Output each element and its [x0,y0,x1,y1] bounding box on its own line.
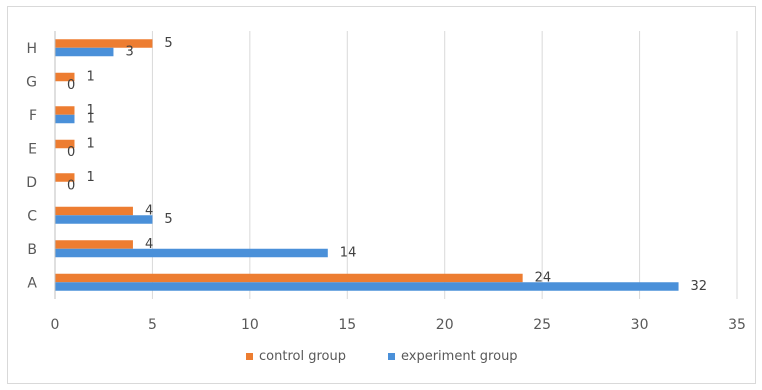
y-tick-label-D: D [26,175,37,191]
data-label-F-control-group: 1 [86,103,94,118]
bar-D-control-group [55,173,75,182]
legend-swatch-experiment-group [388,353,395,360]
y-tick-label-B: B [27,242,37,258]
x-tick-label-15: 15 [338,317,356,333]
bar-B-experiment-group [55,248,328,258]
bar-C-experiment-group [55,215,153,224]
bar-F-experiment-group [55,114,75,124]
legend-swatch-control-group [246,353,253,360]
bar-C-control-group [55,206,133,216]
data-label-H-control-group: 5 [164,36,172,51]
data-label-C-experiment-group: 5 [164,212,172,227]
data-label-F-experiment-group: 1 [86,111,94,126]
gridlines [54,31,738,299]
x-tick-label-20: 20 [436,317,454,333]
y-tick-label-G: G [26,74,37,90]
y-tick-label-E: E [28,141,37,157]
y-tick-label-F: F [29,108,37,124]
data-label-C-control-group: 4 [145,203,153,218]
data-label-B-experiment-group: 14 [340,245,357,260]
bar-G-control-group [55,72,75,82]
bar-B-control-group [55,240,133,249]
x-tick-label-10: 10 [241,317,259,333]
legend-label-experiment-group: experiment group [401,349,518,364]
x-tick-label-25: 25 [533,317,551,333]
data-label-A-experiment-group: 32 [691,279,708,294]
data-label-G-experiment-group: 0 [67,78,75,93]
chart-frame [7,6,756,384]
legend: control group experiment group [246,349,518,364]
y-tick-label-A: A [27,275,37,291]
y-tick-label-H: H [26,41,37,57]
data-label-E-control-group: 1 [86,136,94,151]
data-label-B-control-group: 4 [145,237,153,252]
x-tick-label-5: 5 [148,317,157,333]
data-label-H-experiment-group: 3 [125,44,133,59]
bar-A-experiment-group [55,282,679,291]
x-tick-label-0: 0 [51,317,60,333]
bar-H-control-group [55,39,153,48]
data-label-G-control-group: 1 [86,69,94,84]
data-label-E-experiment-group: 0 [67,145,75,160]
y-tick-label-C: C [27,208,37,224]
bar-E-control-group [55,139,75,149]
data-label-A-control-group: 24 [535,270,552,285]
bar-F-control-group [55,106,75,115]
data-label-D-experiment-group: 0 [67,178,75,193]
bar-H-experiment-group [55,47,114,57]
legend-label-control-group: control group [259,349,346,364]
x-tick-label-30: 30 [631,317,649,333]
data-label-D-control-group: 1 [86,170,94,185]
x-tick-label-35: 35 [728,317,746,333]
bar-A-control-group [55,273,523,283]
bars [55,39,679,291]
